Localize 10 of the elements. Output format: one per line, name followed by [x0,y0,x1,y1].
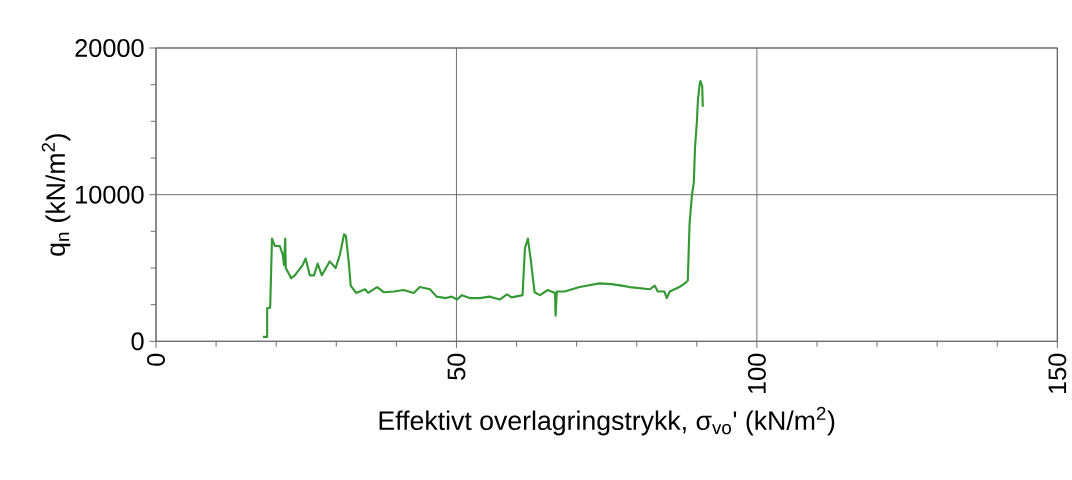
y-tick-label: 0 [131,332,144,351]
x-tick-label: 0 [147,353,165,366]
x-tick-label: 100 [747,353,766,394]
y-axis-title: q$_{n}$ (kN/m$^{2}$) [41,134,71,256]
line-series [261,79,704,339]
y-tick-label: 20000 [75,39,144,57]
x-axis-title: Effektivt overlagringstrykk, σ$_{vo}$' (kN/m$^{2}$) [379,406,835,436]
x-tick-label: 50 [447,353,466,380]
x-tick-label: 150 [1048,353,1067,394]
y-tick-label: 10000 [76,185,144,204]
